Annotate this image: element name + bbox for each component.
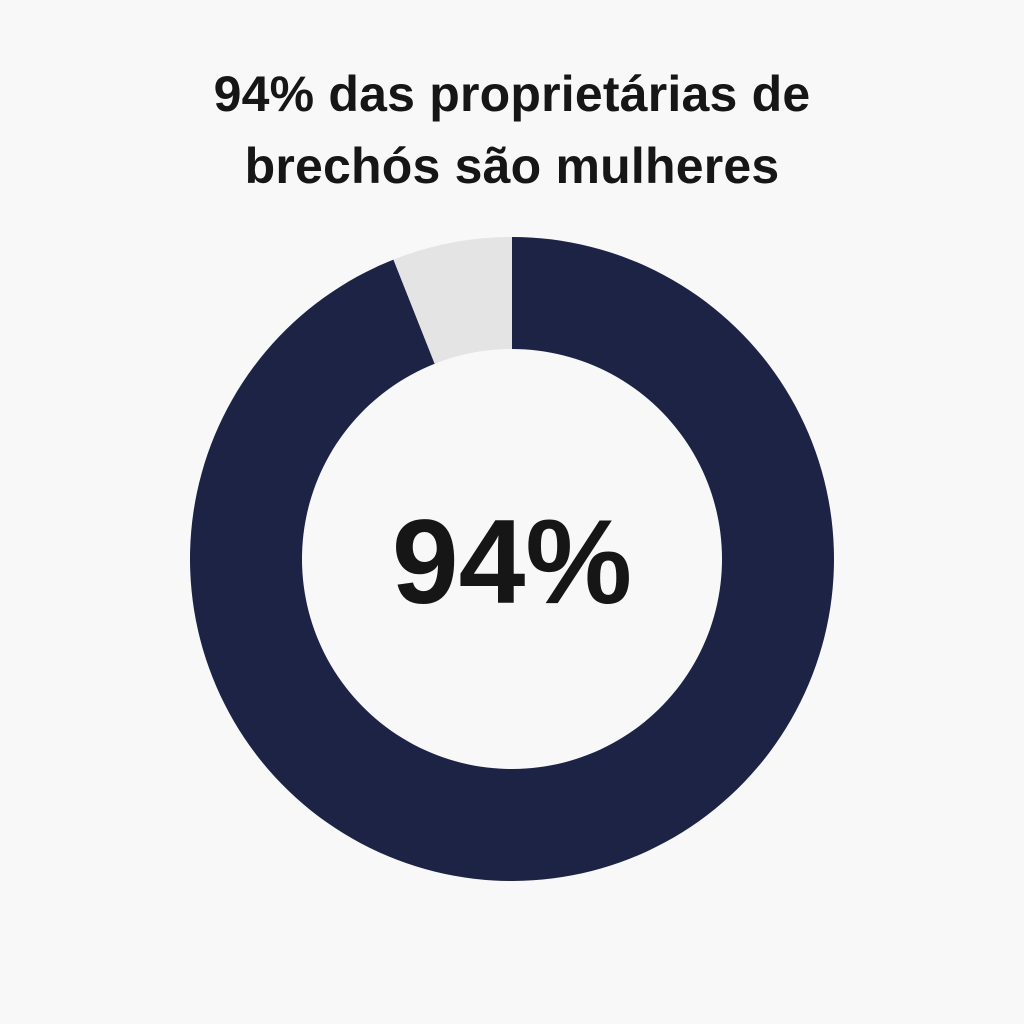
chart-title-line-2: brechós são mulheres bbox=[244, 138, 780, 194]
donut-slice-main bbox=[189, 237, 834, 881]
donut-slices bbox=[189, 237, 834, 881]
chart-title: 94% das proprietárias de brechós são mul… bbox=[0, 58, 1024, 202]
center-percentage-label: 94% bbox=[392, 495, 632, 629]
chart-title-line-1: 94% das proprietárias de bbox=[213, 66, 811, 122]
donut-slice-remainder bbox=[393, 237, 512, 364]
